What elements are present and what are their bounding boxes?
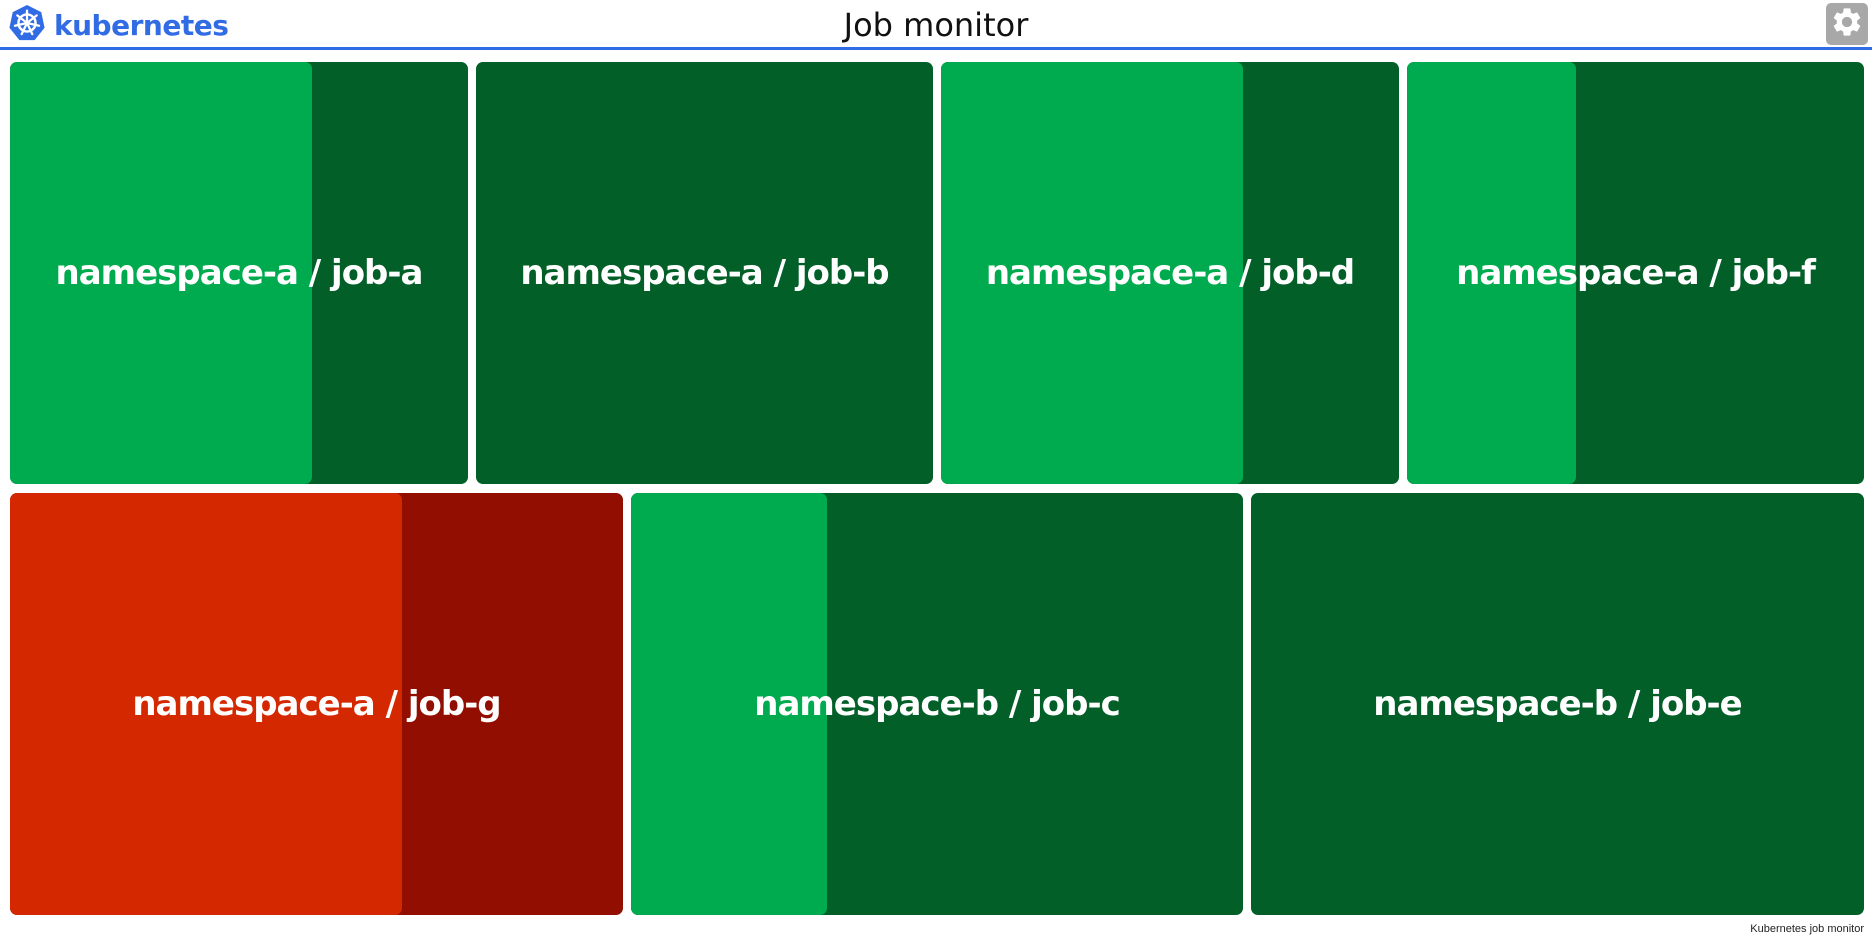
- footer-text: Kubernetes job monitor: [1750, 923, 1864, 935]
- page-title: Job monitor: [843, 6, 1029, 44]
- job-progress-fill: [1407, 62, 1577, 484]
- job-tile[interactable]: namespace-a / job-d: [941, 62, 1399, 484]
- job-label: namespace-a / job-g: [132, 684, 501, 724]
- kubernetes-logo[interactable]: kubernetes: [8, 4, 229, 47]
- job-label: namespace-a / job-f: [1456, 253, 1816, 293]
- job-tile[interactable]: namespace-a / job-a: [10, 62, 468, 484]
- job-tile[interactable]: namespace-b / job-e: [1251, 493, 1864, 915]
- header-bar: kubernetes Job monitor: [0, 0, 1872, 50]
- job-label: namespace-a / job-d: [985, 253, 1355, 293]
- kubernetes-wheel-icon: [8, 4, 46, 47]
- job-label: namespace-b / job-e: [1373, 684, 1742, 724]
- job-progress-fill: [10, 493, 403, 915]
- job-progress-fill: [631, 493, 827, 915]
- job-tile[interactable]: namespace-a / job-b: [476, 62, 933, 484]
- settings-button[interactable]: [1826, 3, 1868, 45]
- job-tile[interactable]: namespace-b / job-c: [631, 493, 1243, 915]
- job-label: namespace-b / job-c: [754, 684, 1121, 724]
- job-progress-fill: [941, 62, 1244, 484]
- logo-text: kubernetes: [54, 8, 229, 42]
- gear-icon: [1830, 5, 1864, 44]
- job-label: namespace-a / job-b: [520, 253, 889, 293]
- job-label: namespace-a / job-a: [55, 253, 424, 293]
- job-tile[interactable]: namespace-a / job-f: [1407, 62, 1864, 484]
- job-tile[interactable]: namespace-a / job-g: [10, 493, 623, 915]
- job-progress-fill: [10, 62, 313, 484]
